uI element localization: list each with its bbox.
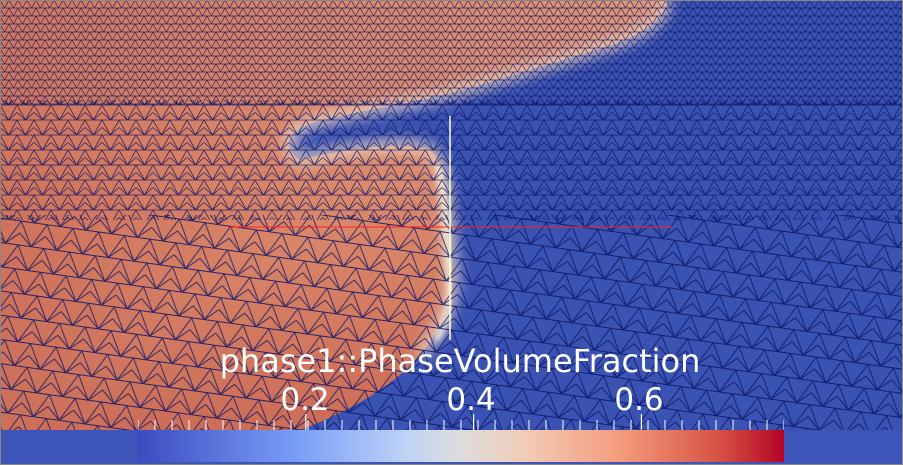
mesh-mid [0,100,903,220]
mesh-top-fine [0,0,903,105]
colorbar-tick-label: 0.6 [614,382,664,418]
colorbar-ticks [138,414,784,430]
colorbar-tick-label: 0.2 [280,382,330,418]
colorbar-gradient [138,430,784,462]
mesh-coarse [0,215,903,430]
colorbar-title: phase1::PhaseVolumeFraction [219,342,701,380]
colorbar-tick-label: 0.4 [446,382,496,418]
colorbar[interactable] [138,430,784,462]
